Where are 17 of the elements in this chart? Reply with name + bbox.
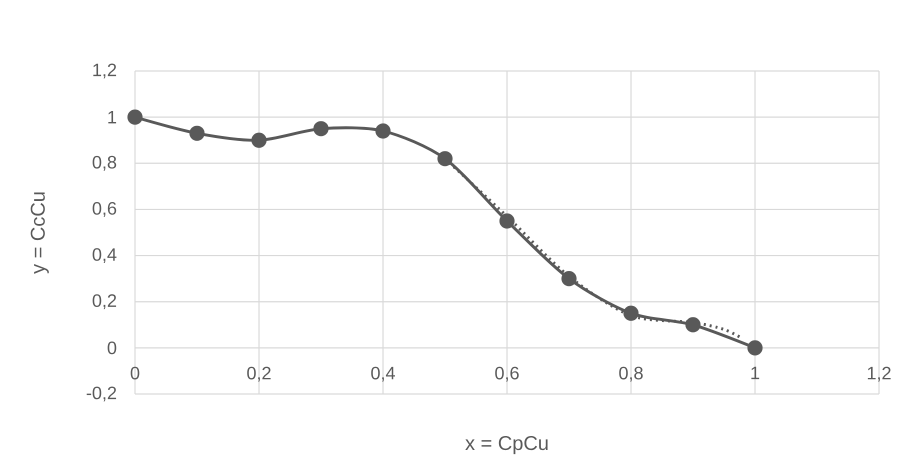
x-tick-label: 1 bbox=[751, 366, 760, 380]
y-tick-label: 0,4 bbox=[92, 248, 116, 264]
y-tick-label: 0,8 bbox=[92, 156, 116, 171]
x-tick-label: 0,4 bbox=[371, 366, 395, 382]
x-tick-label: 0,6 bbox=[495, 366, 519, 382]
y-tick-label: 1,2 bbox=[93, 64, 116, 78]
x-tick-label: 0,8 bbox=[619, 366, 643, 382]
y-tick-label: 0,2 bbox=[92, 294, 116, 310]
x-axis-title: x = CpCu bbox=[465, 436, 548, 454]
x-tick-label: 1,2 bbox=[868, 366, 891, 382]
y-tick-label: -0,2 bbox=[86, 386, 116, 402]
x-tick-label: 0,2 bbox=[247, 366, 271, 382]
y-tick-label: 1 bbox=[108, 110, 116, 124]
x-tick-label: 0 bbox=[130, 366, 140, 380]
y-tick-label: 0,6 bbox=[92, 202, 116, 217]
y-tick-label: 0 bbox=[108, 341, 116, 354]
y-axis-title: y = CcCu bbox=[30, 192, 49, 274]
